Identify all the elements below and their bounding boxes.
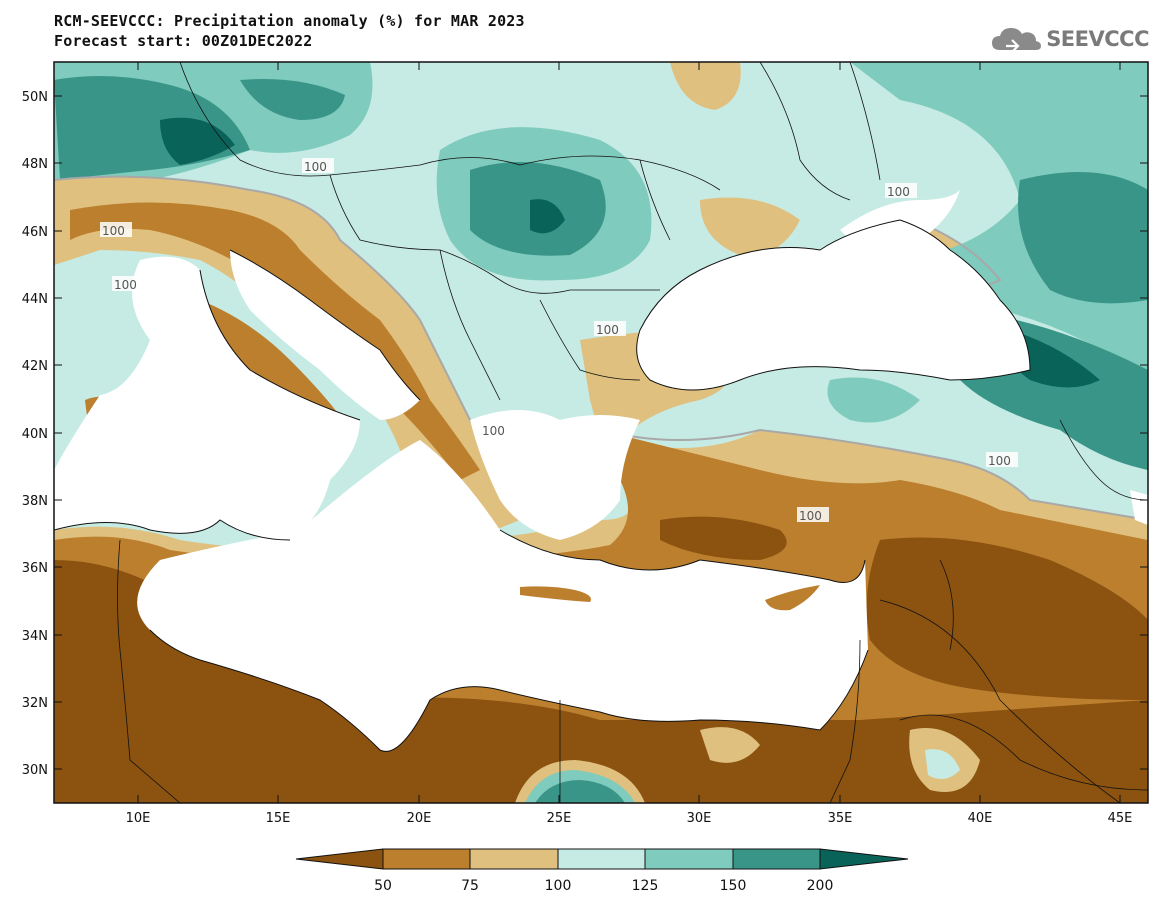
lon-tick-label: 20E [407,811,432,826]
colorbar-label: 150 [720,878,747,894]
lat-tick-label: 32N [22,696,48,711]
very-dry-region-north-africa [54,620,1148,803]
map-title: RCM-SEEVCCC: Precipitation anomaly (%) f… [54,12,525,30]
lat-tick-label: 30N [22,763,48,778]
dry-patch-crimea-coast [700,197,800,256]
lat-tick-label: 40N [22,427,48,442]
colorbar-segment-above-200 [819,848,909,870]
contour-label: 100 [596,323,619,337]
contour-label: 100 [114,278,137,292]
lon-tick-label: 35E [828,811,853,826]
colorbar-labels: 50 75 100 125 150 200 [374,878,833,894]
contour-line-anatolia [599,428,1148,521]
lon-tick-label: 15E [266,811,291,826]
coastlines [54,219,1031,752]
lat-tick-label: 50N [22,90,48,105]
lon-tick-label: 40E [968,811,993,826]
wet-region-anatolia [827,377,920,423]
crete-island [520,586,591,602]
tyrrhenian-sea [54,256,360,540]
dry-patch-ukraine [670,62,741,110]
dry-patch-egypt [700,727,760,763]
contour-label: 100 [304,160,327,174]
extreme-wet-core-germany [160,117,235,165]
lat-tick-label: 44N [22,292,48,307]
lat-tick-label: 42N [22,359,48,374]
lon-tick-label: 45E [1108,811,1133,826]
wet-region-russia [850,62,1148,380]
very-dry-region-syria-iraq [866,537,1148,700]
colorbar-segment-50-75 [382,848,471,870]
extreme-wet-core-caucasus [1007,330,1100,388]
contour-label-box [100,222,132,237]
cloud-icon [992,28,1042,53]
contour-label-box [480,422,512,437]
very-wet-region-russia [1018,172,1148,304]
colorbar-label: 125 [632,878,659,894]
lat-tick-label: 38N [22,494,48,509]
colorbar-segment-125-150 [644,848,734,870]
contour-label: 100 [482,424,505,438]
dry-band-adriatic [70,202,480,480]
lon-tick-label: 25E [547,811,572,826]
colorbar-label: 50 [374,878,392,894]
lon-tick-label: 10E [126,811,151,826]
adriatic-sea [230,250,420,420]
colorbar [295,848,909,870]
colorbar-segment-below-50 [295,848,384,870]
colorbar-label: 100 [545,878,572,894]
slightly-dry-band-adriatic [54,176,520,540]
logo-text: SEEVCCC [1046,27,1149,51]
colorbar-segment-100-125 [557,848,646,870]
lat-tick-label: 48N [22,157,48,172]
country-borders [117,62,1148,803]
very-wet-spot-libya [535,780,625,803]
very-dry-patch-turkey [660,516,787,560]
contour-label: 100 [988,454,1011,468]
mediterranean-sea [137,440,869,752]
lat-tick-label: 34N [22,629,48,644]
extreme-wet-core-romania [530,199,565,234]
colorbar-label: 200 [807,878,834,894]
colorbar-segment-75-100 [469,848,559,870]
black-sea [636,220,1030,390]
contour-label-box [112,276,144,291]
lat-tick-label: 36N [22,561,48,576]
cyprus-island [765,585,820,611]
lon-tick-label: 30E [687,811,712,826]
colorbar-segment-150-200 [732,848,821,870]
contour-label-box [594,321,626,336]
contour-label: 100 [102,224,125,238]
longitude-axis: 10E 15E 20E 25E 30E 35E 40E 45E [126,62,1133,826]
contour-labels: 100 100 100 100 100 100 100 100 [100,158,1018,523]
latitude-axis: 50N 48N 46N 44N 42N 40N 38N 36N 34N 32N … [22,90,1148,778]
lat-tick-label: 46N [22,225,48,240]
map-field: 100 100 100 100 100 100 100 100 [54,62,1148,803]
contour-label-box [302,158,334,173]
very-wet-region-czechia [240,79,345,120]
seevccc-logo: SEEVCCC [990,22,1149,56]
wet-patch-arabia [925,749,960,779]
forecast-start-subtitle: Forecast start: 00Z01DEC2022 [54,32,313,50]
contour-label-box [885,183,917,198]
contour-label-box [986,452,1018,467]
colorbar-label: 75 [461,878,479,894]
contour-label-box [797,507,829,522]
contour-label: 100 [799,509,822,523]
aegean-sea [470,410,640,540]
contour-label: 100 [887,185,910,199]
